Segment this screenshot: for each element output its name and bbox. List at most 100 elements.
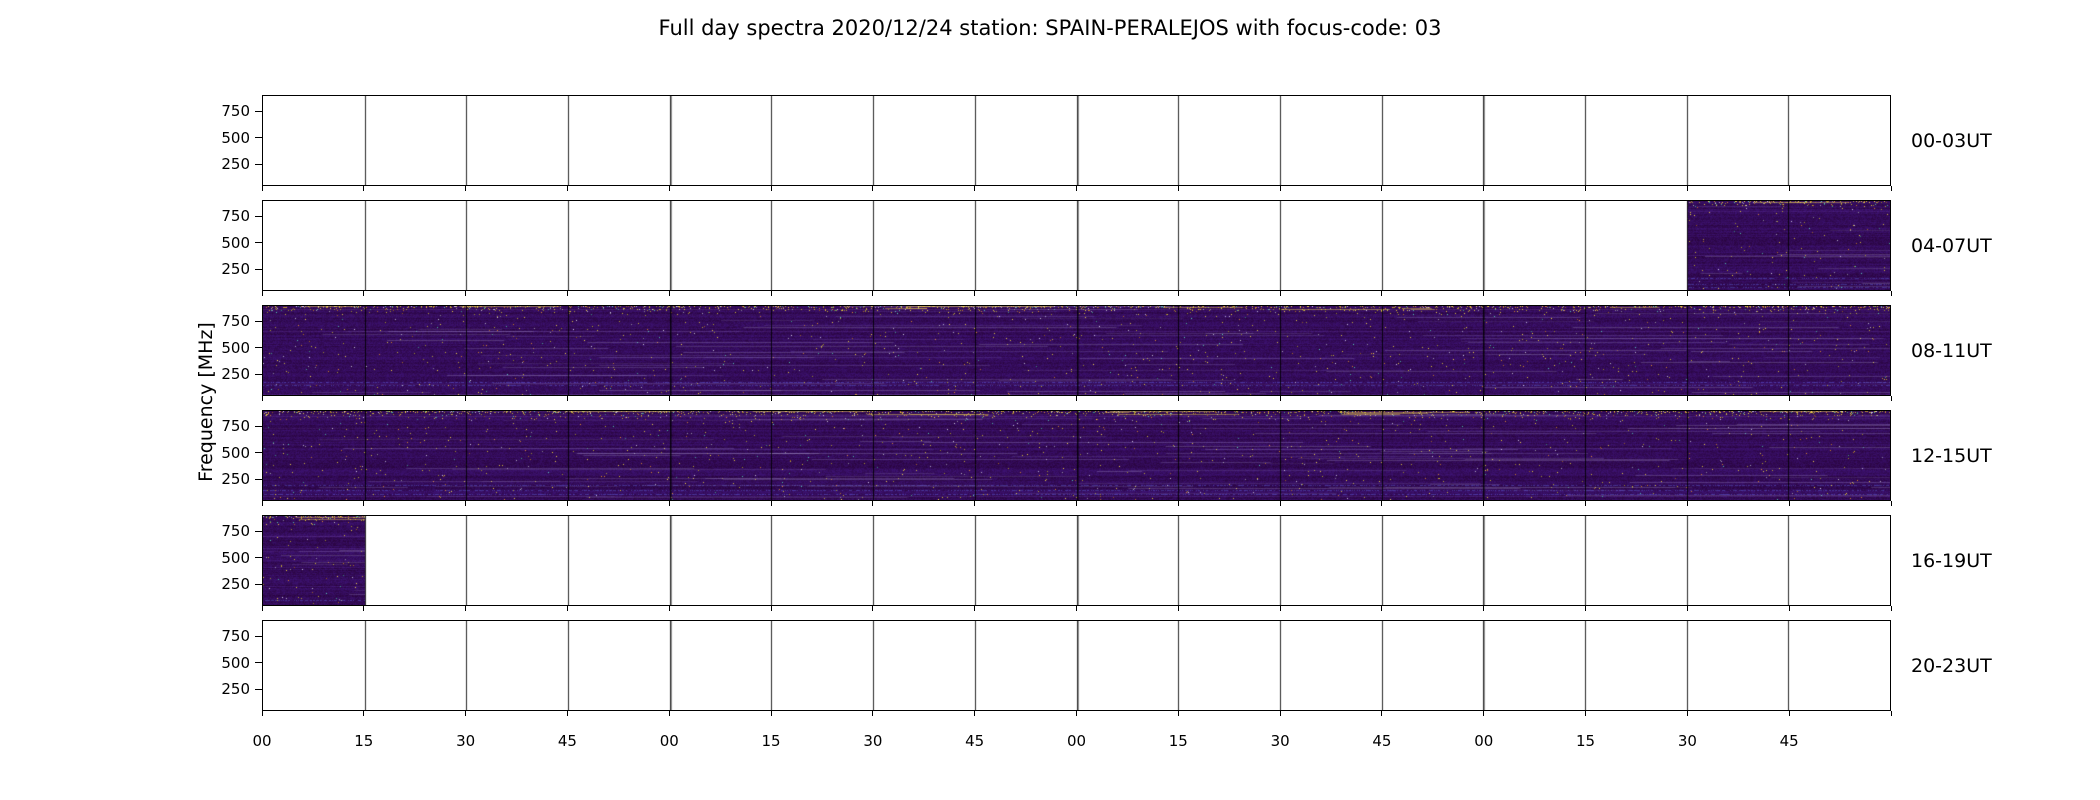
x-tick-mark: [1483, 606, 1485, 611]
y-tick-labels: 750 500 250: [182, 305, 262, 396]
x-tick-mark: [1177, 396, 1179, 401]
x-tick-mark: [1076, 396, 1077, 401]
y-tick-labels: 750 500 250: [182, 95, 262, 186]
x-tick-mark: [770, 501, 772, 506]
x-tick-label: 45: [1372, 732, 1392, 750]
x-tick-mark: [1483, 501, 1485, 506]
x-tick-mark: [872, 606, 874, 611]
y-tick-mark: [255, 688, 262, 690]
x-tick-marks: [261, 186, 1892, 192]
x-tick-mark: [872, 396, 874, 401]
x-tick-mark: [668, 711, 670, 716]
spectrogram-panel: [262, 200, 1891, 291]
y-tick-label: 750: [221, 102, 250, 121]
x-tick-mark: [465, 606, 467, 611]
spectrogram-canvas: [263, 516, 1890, 605]
panel-time-label: 04-07UT: [1911, 234, 1992, 257]
y-tick-mark: [255, 662, 262, 664]
x-tick-mark: [566, 711, 568, 716]
spectrogram-panel: [262, 515, 1891, 606]
x-tick-mark: [465, 711, 467, 716]
x-tick-mark: [1177, 186, 1179, 191]
x-tick-label: 00: [1474, 732, 1494, 750]
x-tick-mark: [465, 501, 467, 506]
x-tick-mark: [1890, 501, 1892, 506]
x-tick-mark: [1890, 186, 1892, 191]
x-tick-mark: [1585, 711, 1587, 716]
panel-time-label: 08-11UT: [1911, 339, 1992, 362]
x-tick-mark: [974, 291, 976, 296]
x-tick-mark: [770, 711, 772, 716]
x-tick-mark: [1279, 606, 1281, 611]
x-tick-mark: [1585, 606, 1587, 611]
x-tick-marks: [261, 291, 1892, 297]
x-tick-mark: [1177, 291, 1179, 296]
x-tick-mark: [1076, 606, 1077, 611]
x-tick-labels: 00 15 30 45 00 15 30 45 00 15 30 45 00 15 30 45: [252, 725, 1891, 753]
y-tick-mark: [255, 530, 262, 532]
x-tick-label: 45: [1779, 732, 1799, 750]
x-tick-mark: [974, 711, 976, 716]
panel-time-label: 12-15UT: [1911, 444, 1992, 467]
panel-row-12-15: 750 500 250 12-15UT: [221, 410, 1992, 506]
x-tick-mark: [1381, 606, 1383, 611]
y-tick-label: 750: [221, 207, 250, 226]
x-tick-mark: [363, 606, 365, 611]
y-tick-mark: [255, 478, 262, 480]
x-tick-mark: [1177, 606, 1179, 611]
y-tick-labels: 750 500 250: [182, 410, 262, 501]
x-tick-mark: [770, 186, 772, 191]
x-tick-label: 30: [456, 732, 476, 750]
spectrogram-panel: [262, 95, 1891, 186]
y-tick-mark: [255, 583, 262, 585]
x-tick-mark: [1890, 606, 1892, 611]
panel-row-04-07: 750 500 250 04-07UT: [221, 200, 1992, 296]
spectrogram-canvas: [263, 411, 1890, 500]
x-tick-mark: [668, 396, 670, 401]
x-tick-label: 45: [557, 732, 577, 750]
x-tick-mark: [974, 606, 976, 611]
x-tick-mark: [1279, 186, 1281, 191]
x-tick-mark: [1483, 711, 1485, 716]
panel-row-00-03: 750 500 250 00-03UT: [221, 95, 1992, 191]
x-tick-mark: [1788, 186, 1790, 191]
x-tick-label: 15: [1168, 732, 1188, 750]
y-tick-mark: [255, 557, 262, 559]
y-tick-label: 250: [221, 680, 250, 699]
x-tick-label: 30: [863, 732, 883, 750]
x-tick-mark: [1381, 501, 1383, 506]
y-tick-mark: [255, 452, 262, 454]
x-tick-mark: [1890, 711, 1892, 716]
x-tick-mark: [566, 186, 568, 191]
x-tick-mark: [566, 396, 568, 401]
x-tick-label: 15: [761, 732, 781, 750]
x-tick-mark: [566, 606, 568, 611]
x-tick-mark: [261, 186, 263, 191]
x-tick-mark: [1788, 291, 1790, 296]
x-tick-mark: [363, 501, 365, 506]
x-tick-mark: [261, 606, 263, 611]
spectrogram-canvas: [263, 96, 1890, 185]
y-tick-mark: [255, 347, 262, 349]
y-tick-label: 500: [221, 653, 250, 672]
x-tick-mark: [363, 396, 365, 401]
y-tick-label: 750: [221, 522, 250, 541]
x-tick-mark: [770, 291, 772, 296]
x-tick-marks: [261, 396, 1892, 402]
y-tick-labels: 750 500 250: [182, 620, 262, 711]
panel-time-label: 16-19UT: [1911, 549, 1992, 572]
x-tick-mark: [668, 291, 670, 296]
y-tick-label: 750: [221, 627, 250, 646]
x-tick-mark: [1686, 186, 1688, 191]
y-tick-label: 250: [221, 155, 250, 174]
panel-row-08-11: 750 500 250 08-11UT: [221, 305, 1992, 401]
x-tick-mark: [261, 396, 263, 401]
y-tick-mark: [255, 425, 262, 427]
y-tick-labels: 750 500 250: [182, 515, 262, 606]
x-tick-mark: [1076, 291, 1077, 296]
y-tick-mark: [255, 242, 262, 244]
x-tick-mark: [1381, 711, 1383, 716]
y-tick-mark: [255, 215, 262, 217]
y-tick-label: 750: [221, 417, 250, 436]
y-tick-label: 250: [221, 260, 250, 279]
